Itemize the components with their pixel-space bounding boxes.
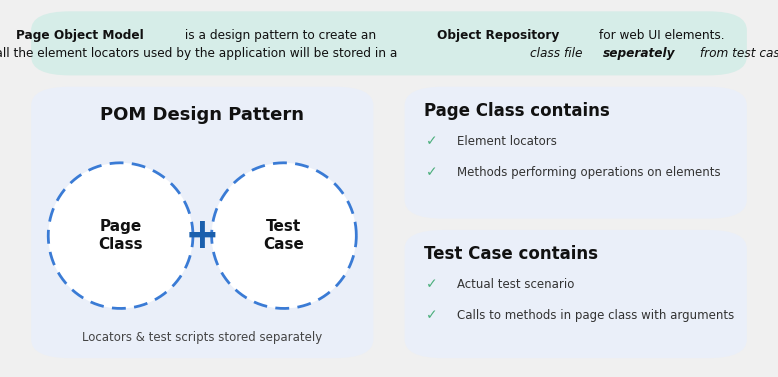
Text: Here, all the element locators used by the application will be stored in a: Here, all the element locators used by t… [0,47,401,60]
Text: Test Case contains: Test Case contains [424,245,598,264]
Text: for web UI elements.: for web UI elements. [595,29,724,42]
Text: Page
Class: Page Class [98,219,143,252]
Text: Actual test scenario: Actual test scenario [457,278,575,291]
Text: Element locators: Element locators [457,135,557,148]
Text: Test
Case: Test Case [264,219,304,252]
Text: seperately: seperately [602,47,675,60]
Text: ✓: ✓ [426,277,438,292]
Text: Page Class contains: Page Class contains [424,102,610,120]
FancyBboxPatch shape [31,11,747,75]
Text: from test case.: from test case. [696,47,778,60]
Text: Page Object Model: Page Object Model [16,29,143,42]
Text: ✓: ✓ [426,134,438,149]
Text: POM Design Pattern: POM Design Pattern [100,106,304,124]
Ellipse shape [212,163,356,308]
Text: ✓: ✓ [426,165,438,179]
Ellipse shape [48,163,193,308]
FancyBboxPatch shape [405,230,747,358]
FancyBboxPatch shape [31,87,373,358]
Text: Locators & test scripts stored separately: Locators & test scripts stored separatel… [82,331,322,344]
FancyBboxPatch shape [405,87,747,219]
Text: Calls to methods in page class with arguments: Calls to methods in page class with argu… [457,309,734,322]
Text: Object Repository: Object Repository [437,29,559,42]
Text: class file: class file [530,47,586,60]
Text: +: + [185,215,219,257]
Text: Methods performing operations on elements: Methods performing operations on element… [457,166,721,179]
Text: is a design pattern to create an: is a design pattern to create an [180,29,380,42]
Text: ✓: ✓ [426,308,438,323]
